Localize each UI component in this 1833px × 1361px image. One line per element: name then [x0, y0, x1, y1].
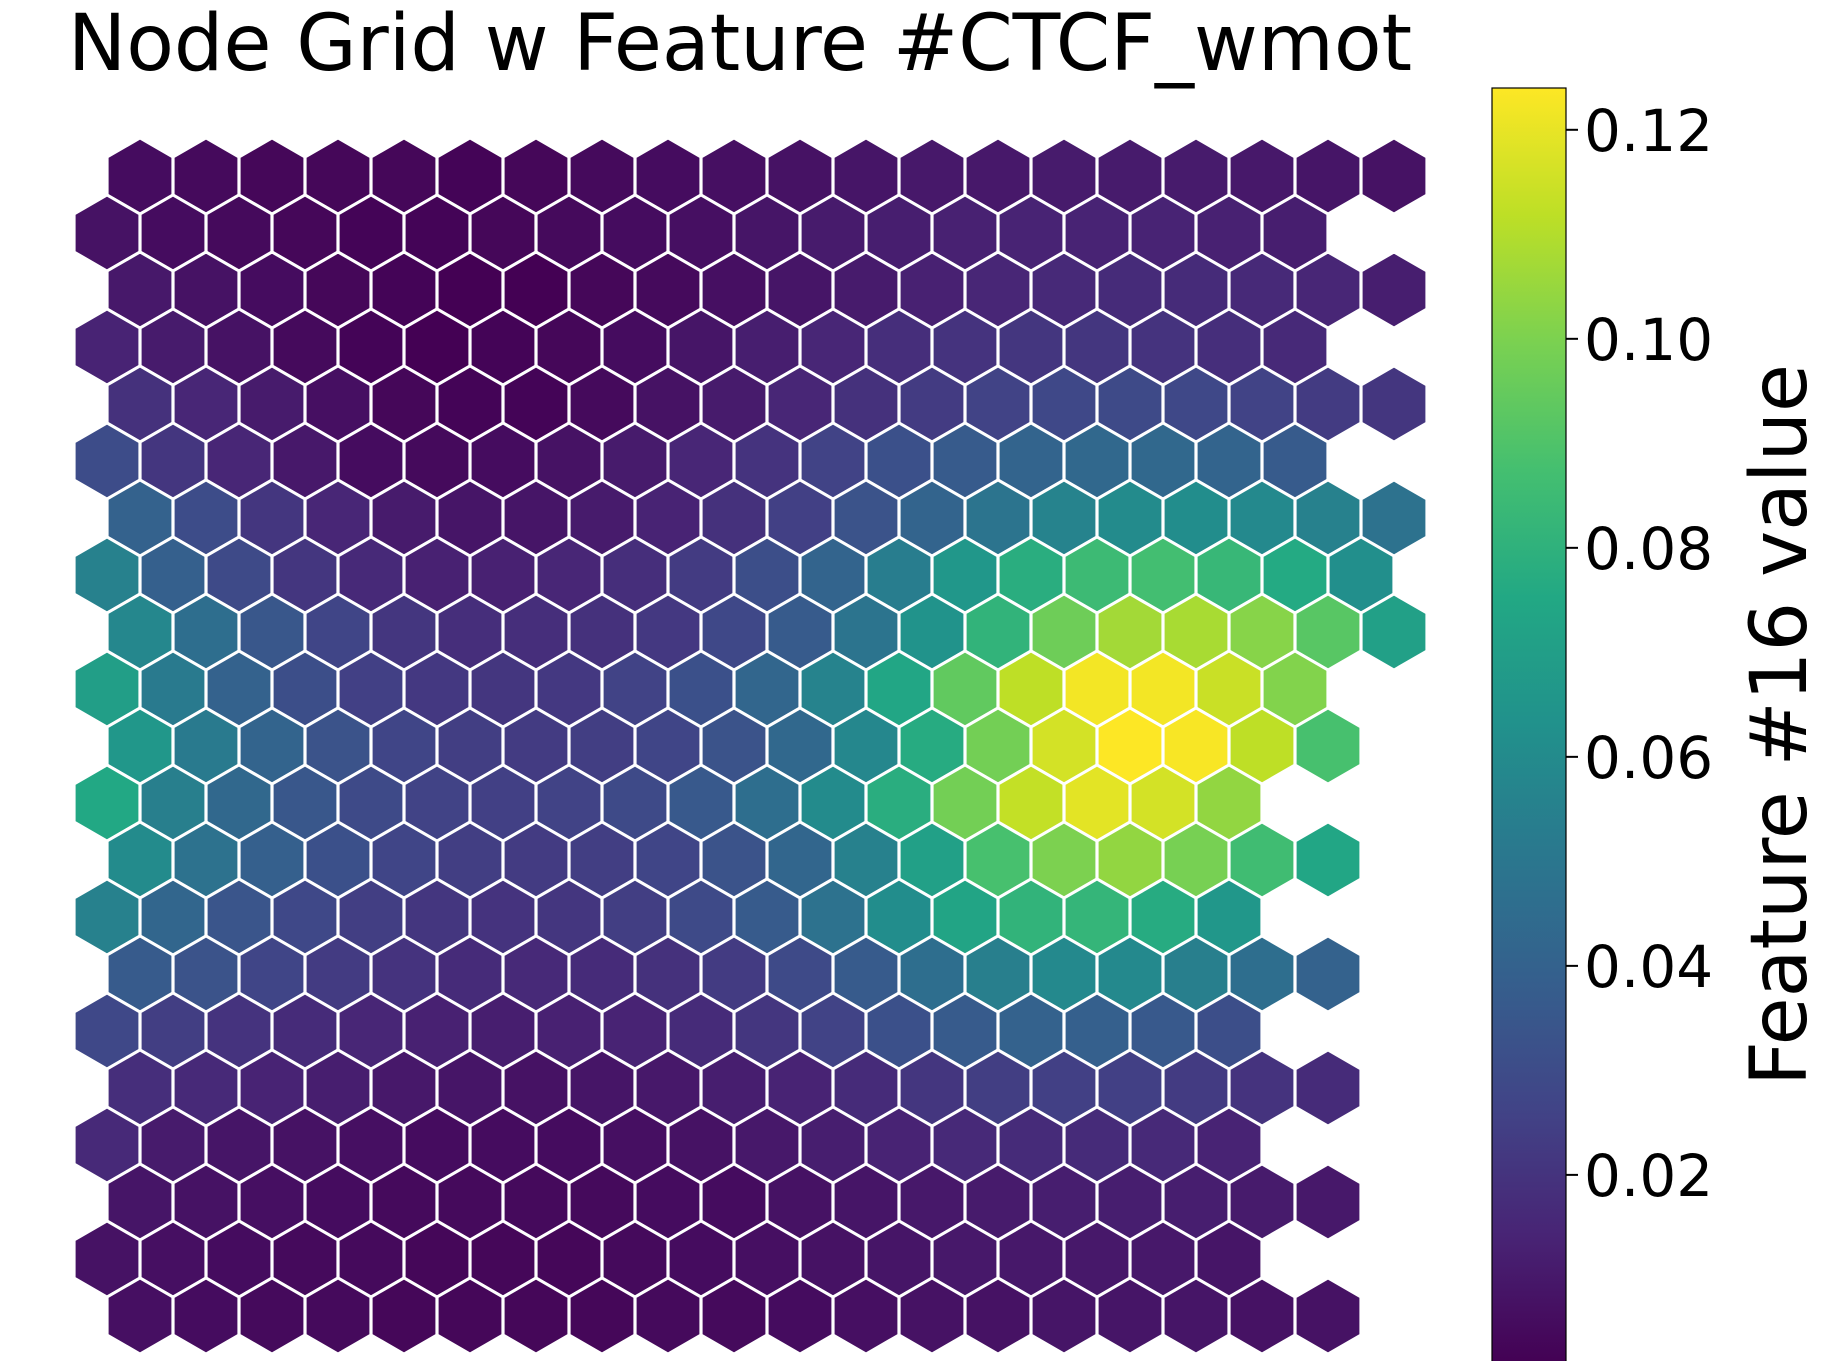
- hex-cell: [1293, 1276, 1363, 1356]
- chart-title: Node Grid w Feature #CTCF_wmot: [68, 0, 1412, 89]
- hex-cell: [1359, 136, 1429, 216]
- colorbar-tick-label: 0.04: [1584, 933, 1713, 1001]
- colorbar-tick-label: 0.12: [1584, 97, 1713, 165]
- colorbar-label: Feature #16 value: [1735, 364, 1825, 1086]
- hex-cell: [1359, 364, 1429, 444]
- hex-grid: [72, 136, 1429, 1356]
- hex-cell: [1359, 250, 1429, 330]
- colorbar-tick-label: 0.10: [1584, 306, 1713, 374]
- hex-cell: [1293, 820, 1363, 900]
- hex-cell: [1293, 1162, 1363, 1242]
- colorbar-ticks: 0.02 0.04 0.06 0.08 0.10 0.12: [1566, 97, 1713, 1210]
- hex-cell: [1359, 592, 1429, 672]
- colorbar: 0.02 0.04 0.06 0.08 0.10 0.12 Feature #16 val…: [1491, 87, 1825, 1361]
- hex-cell: [1293, 1048, 1363, 1128]
- colorbar-tick-label: 0.06: [1584, 724, 1713, 792]
- hex-cell: [1293, 706, 1363, 786]
- colorbar-tick-label: 0.08: [1584, 515, 1713, 583]
- colorbar-tick-label: 0.02: [1584, 1142, 1713, 1210]
- hex-cell: [1293, 934, 1363, 1014]
- colorbar-gradient: [1491, 87, 1567, 1361]
